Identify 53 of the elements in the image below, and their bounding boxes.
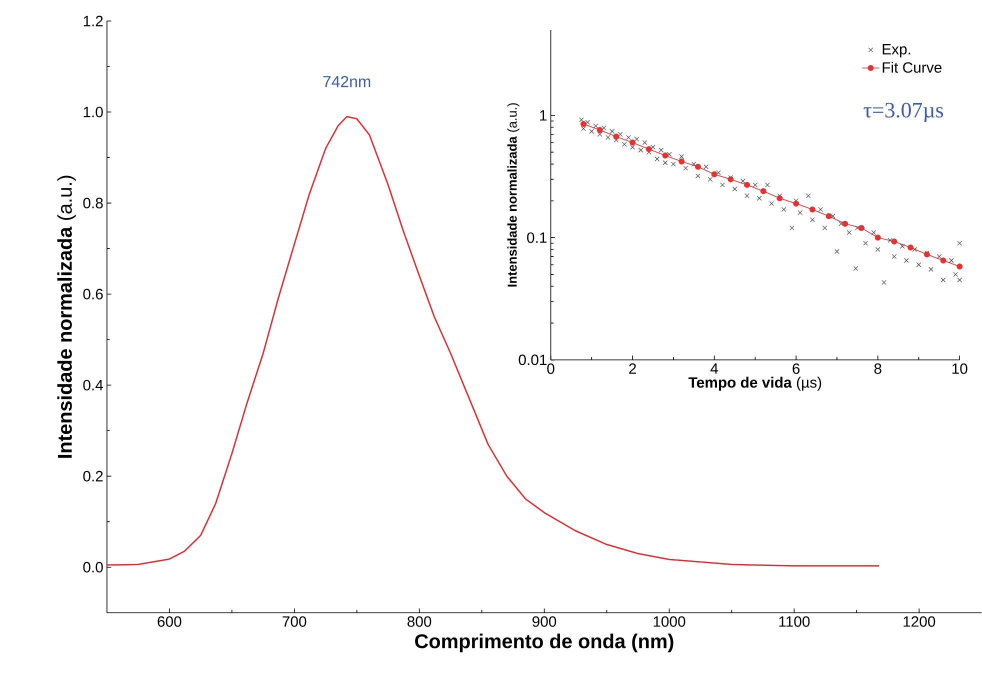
y-tick-label: 0.01 [518,354,547,366]
y-axis-title: Intensidade normalizada (a.u.) [507,103,520,287]
legend-label: Fit Curve [882,62,942,73]
x-tick-label: 8 [874,364,882,374]
point [760,188,766,194]
point [580,121,586,128]
x-tick-label: 800 [408,616,432,627]
point [596,127,603,134]
x-axis-title: Tempo de vida (µs) [688,376,822,391]
point [613,134,620,140]
x-tick-label: 6 [792,364,800,374]
point [678,158,685,165]
point [809,206,816,213]
point [793,200,800,207]
y-tick-label: 0.2 [83,471,103,482]
point [776,195,783,202]
point [630,140,636,146]
point [711,171,718,178]
x-tick-label: 1200 [904,616,936,627]
point [858,225,864,232]
point [694,164,701,170]
point [940,258,946,264]
y-tick-label: 1 [540,110,547,121]
y-tick-label: 0.6 [83,288,103,300]
point [662,152,668,159]
y-tick-label: 0.0 [83,562,103,573]
x-tick-label: 1000 [654,616,686,627]
y-axis-title: Intensidade normalizada (a.u.) [57,176,76,458]
point [842,220,848,227]
x-tick-label: 600 [158,616,182,627]
y-tick-label: 0.1 [527,232,547,244]
x-tick-label: 10 [952,364,968,374]
x-tick-label: 2 [629,364,636,374]
x-tick-label: 700 [282,616,306,627]
point [908,244,914,251]
point [826,213,832,220]
y-tick-label: 1.2 [84,16,103,26]
annotation: τ=3.07µs [864,102,944,122]
x-tick-label: 4 [710,364,718,374]
point [646,146,652,152]
x-tick-label: 1100 [779,616,810,627]
x-tick-label: 0 [547,364,554,374]
point [956,264,963,270]
point [891,238,898,245]
legend-label: Exp. [882,44,910,58]
y-tick-label: 0.8 [83,198,103,208]
point [874,234,881,241]
x-tick-label: 900 [532,616,556,627]
x-axis-title: Comprimento de onda (nm) [415,634,674,652]
y-tick-label: 0.4 [83,380,104,391]
point [744,182,750,188]
y-tick-label: 1.0 [84,106,103,118]
annotation: 742nm [323,76,370,88]
